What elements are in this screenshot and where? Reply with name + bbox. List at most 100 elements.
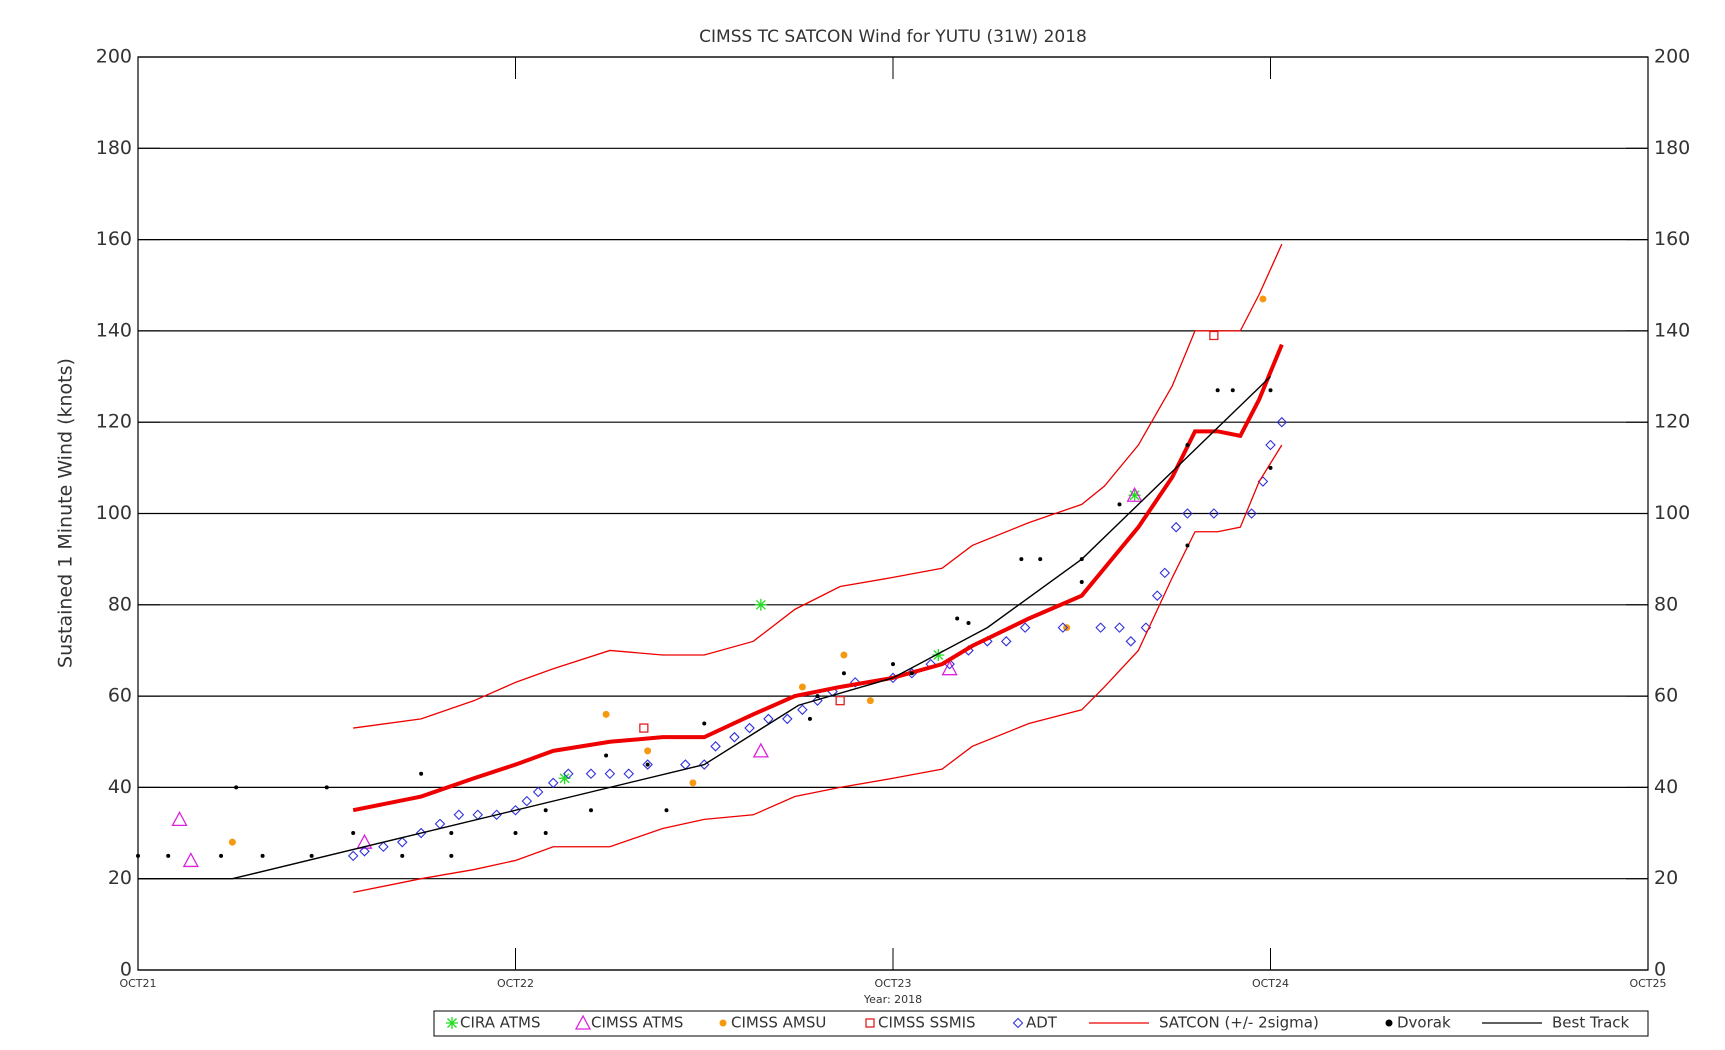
y-tick-label: 140 [96,319,132,341]
dot-marker [602,710,610,718]
dvorak-marker [234,785,239,790]
diamond-marker [1000,636,1012,647]
diamond-marker [1140,622,1152,633]
diamond-marker [1114,622,1125,633]
satcon-upper [353,243,1283,729]
legend-label: Best Track [1552,1014,1630,1032]
asterisk-marker [446,1017,458,1029]
chart-title: CIMSS TC SATCON Wind for YUTU (31W) 2018 [699,27,1087,47]
x-axis-label: Year: 2018 [863,993,922,1006]
y-tick-label: 40 [108,776,132,798]
asterisk-stroke [559,773,570,784]
y-tick-label: 100 [96,502,132,524]
diamond-marker [396,836,408,848]
diamond-marker [347,850,359,862]
dot-marker [840,651,848,659]
dot-marker [644,747,652,755]
dot-marker [228,838,236,846]
satcon-lower [353,444,1283,894]
diamond-marker [415,827,427,839]
x-tick-label: OCT25 [1629,977,1666,990]
dot-marker [866,697,874,705]
y-tick-label: 160 [96,228,132,250]
legend-label: CIMSS AMSU [731,1014,826,1032]
asterisk-marker [754,598,767,611]
y-axis-label: Sustained 1 Minute Wind (knots) [55,358,77,668]
dvorak-marker [815,694,820,699]
y-tick-label: 120 [96,411,132,433]
y-tick-label: 60 [108,685,132,707]
dvorak-marker [645,762,650,767]
y2-tick-label: 20 [1654,867,1678,889]
y-tick-label: 180 [96,137,132,159]
diamond-marker [729,731,740,743]
triangle-marker [574,1014,592,1030]
best-track-line [138,376,1271,880]
dvorak-marker [419,771,424,776]
y-tick-label: 20 [108,867,132,889]
dvorak-marker [543,831,548,836]
diamond-marker [359,846,370,857]
y2-tick-label: 120 [1654,411,1690,433]
diamond-marker [623,768,635,779]
y-tick-label: 200 [96,46,132,68]
legend-label: CIMSS SSMIS [878,1014,976,1032]
asterisk-marker [558,772,571,785]
legend-label: ADT [1026,1014,1058,1032]
diamond-marker [710,741,721,752]
satcon-line [352,343,1284,813]
dot-marker [798,683,806,691]
x-tick-label: OCT22 [497,977,534,990]
dvorak-marker [351,831,356,836]
diamond-marker [510,804,521,816]
diamond-marker [1057,622,1069,633]
x-tick-label: OCT23 [874,977,911,990]
diamond-marker [1246,508,1257,519]
diamond-marker [1159,567,1171,579]
y2-tick-label: 180 [1654,137,1690,159]
dvorak-marker [1230,388,1235,393]
dot-marker [1385,1019,1393,1027]
square-marker [865,1018,875,1028]
diamond-marker [378,841,389,853]
dvorak-marker [309,853,314,858]
y2-tick-label: 200 [1654,46,1690,68]
triangle-marker [171,810,188,827]
diamond-marker [585,768,597,779]
dvorak-marker [324,785,329,790]
dvorak-marker [807,716,812,721]
asterisk-stroke [755,599,766,610]
diamond-marker [797,704,808,716]
dvorak-marker [400,853,405,858]
diamond-marker [1276,416,1288,428]
dvorak-marker [166,853,171,858]
diamond-marker [604,768,616,779]
dvorak-marker [1268,465,1273,470]
diamond-marker [1208,508,1220,519]
dvorak-marker [966,621,971,626]
diamond-marker [563,768,574,779]
dvorak-marker [513,831,518,836]
asterisk-stroke [447,1018,457,1028]
diamond-marker [744,722,755,734]
dvorak-marker [664,808,669,813]
dvorak-marker [449,831,454,836]
legend-label: CIRA ATMS [460,1014,540,1032]
dot-marker [689,779,697,787]
diamond-marker [1095,622,1106,633]
diamond-marker [782,713,793,725]
dvorak-marker [841,671,846,676]
dvorak-marker [1268,388,1273,393]
triangle-marker [182,852,199,868]
diamond-marker [1151,590,1163,601]
square-marker [1209,330,1219,341]
y2-tick-label: 60 [1654,685,1678,707]
diamond-marker [1125,636,1137,647]
dot-marker [719,1019,727,1027]
diamond-marker [849,677,861,688]
diamond-marker [521,795,533,807]
diamond-marker [453,809,465,821]
triangle-marker [941,660,958,676]
diamond-marker [1019,622,1031,633]
